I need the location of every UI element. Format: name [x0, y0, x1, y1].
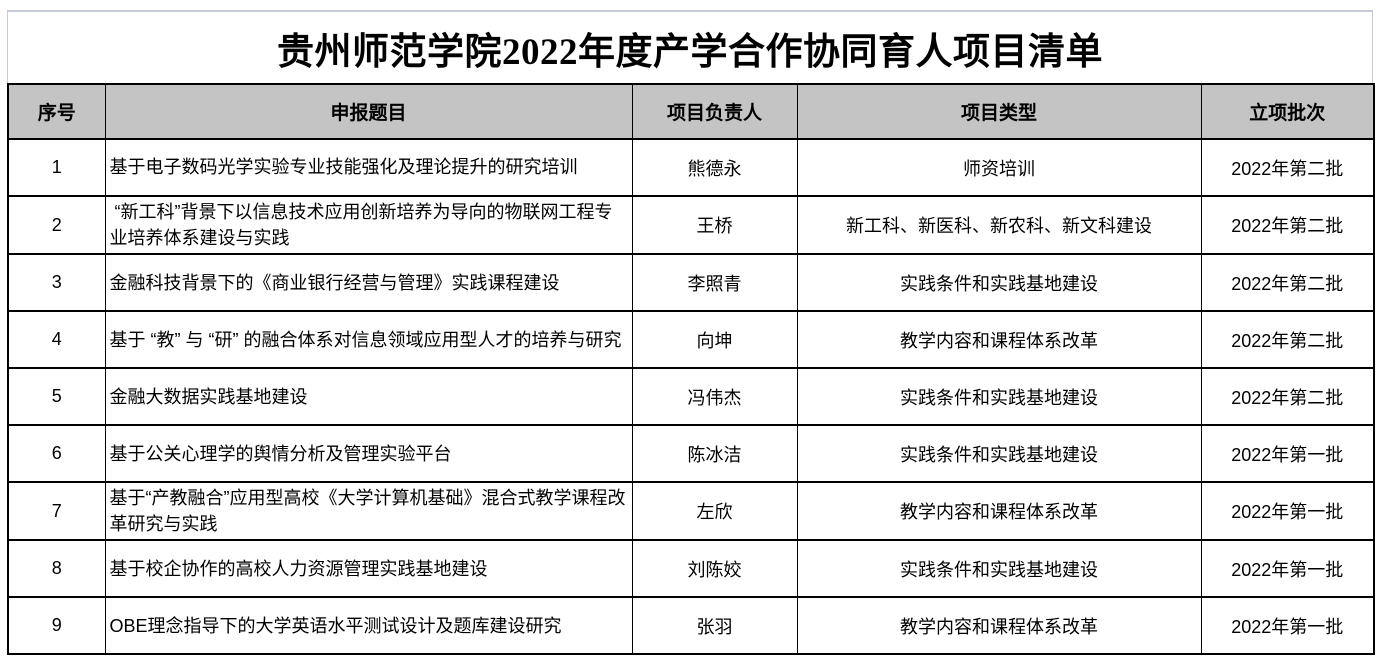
cell-application-title: OBE理念指导下的大学英语水平测试设计及题库建设研究	[104, 596, 633, 656]
header-project-leader: 项目负责人	[631, 83, 798, 140]
cell-project-leader: 熊德永	[631, 138, 798, 197]
cell-application-title: 基于电子数码光学实验专业技能强化及理论提升的研究培训	[104, 138, 633, 197]
header-row: 序号 申报题目 项目负责人 项目类型 立项批次	[7, 83, 1375, 140]
table-row: 3 金融科技背景下的《商业银行经营与管理》实践课程建设 李照青 实践条件和实践基…	[7, 253, 1375, 313]
header-application-title: 申报题目	[104, 83, 633, 140]
cell-application-title: 基于公关心理学的舆情分析及管理实验平台	[104, 424, 633, 484]
cell-serial-number: 3	[7, 253, 106, 313]
table-header: 序号 申报题目 项目负责人 项目类型 立项批次	[7, 83, 1375, 140]
cell-approval-batch: 2022年第一批	[1200, 481, 1375, 542]
cell-approval-batch: 2022年第二批	[1200, 138, 1375, 197]
cell-project-type: 实践条件和实践基地建设	[796, 367, 1202, 427]
cell-project-leader: 冯伟杰	[631, 367, 798, 427]
table-row: 9 OBE理念指导下的大学英语水平测试设计及题库建设研究 张羽 教学内容和课程体…	[7, 596, 1375, 656]
page-title: 贵州师范学院2022年度产学合作协同育人项目清单	[277, 31, 1103, 73]
cell-project-type: 教学内容和课程体系改革	[796, 310, 1202, 370]
cell-project-leader: 陈冰洁	[631, 424, 798, 484]
cell-application-title: “新工科”背景下以信息技术应用创新培养为导向的物联网工程专业培养体系建设与实践	[104, 194, 633, 256]
cell-approval-batch: 2022年第二批	[1200, 194, 1375, 256]
cell-project-type: 实践条件和实践基地建设	[796, 424, 1202, 484]
cell-approval-batch: 2022年第二批	[1200, 253, 1375, 313]
cell-project-leader: 李照青	[631, 253, 798, 313]
table-row: 5 金融大数据实践基地建设 冯伟杰 实践条件和实践基地建设 2022年第二批	[7, 367, 1375, 427]
cell-approval-batch: 2022年第一批	[1200, 539, 1375, 599]
cell-serial-number: 1	[7, 138, 106, 197]
cell-project-leader: 左欣	[631, 481, 798, 542]
table-row: 7 基于“产教融合”应用型高校《大学计算机基础》混合式教学课程改革研究与实践 左…	[7, 481, 1375, 542]
cell-project-type: 师资培训	[796, 138, 1202, 197]
cell-serial-number: 5	[7, 367, 106, 427]
table-row: 2 “新工科”背景下以信息技术应用创新培养为导向的物联网工程专业培养体系建设与实…	[7, 194, 1375, 256]
cell-project-type: 教学内容和课程体系改革	[796, 481, 1202, 542]
header-serial-number: 序号	[7, 83, 106, 140]
cell-project-type: 新工科、新医科、新农科、新文科建设	[796, 194, 1202, 256]
cell-project-type: 教学内容和课程体系改革	[796, 596, 1202, 656]
cell-project-leader: 向坤	[631, 310, 798, 370]
cell-project-type: 实践条件和实践基地建设	[796, 253, 1202, 313]
cell-approval-batch: 2022年第一批	[1200, 596, 1375, 656]
cell-serial-number: 6	[7, 424, 106, 484]
cell-approval-batch: 2022年第二批	[1200, 367, 1375, 427]
cell-application-title: 金融科技背景下的《商业银行经营与管理》实践课程建设	[104, 253, 633, 313]
cell-serial-number: 4	[7, 310, 106, 370]
cell-serial-number: 9	[7, 596, 106, 656]
cell-serial-number: 7	[7, 481, 106, 542]
cell-application-title: 基于“产教融合”应用型高校《大学计算机基础》混合式教学课程改革研究与实践	[104, 481, 633, 542]
header-approval-batch: 立项批次	[1200, 83, 1375, 140]
cell-approval-batch: 2022年第二批	[1200, 310, 1375, 370]
cell-project-leader: 刘陈姣	[631, 539, 798, 599]
cell-project-leader: 王桥	[631, 194, 798, 256]
table-row: 8 基于校企协作的高校人力资源管理实践基地建设 刘陈姣 实践条件和实践基地建设 …	[7, 539, 1375, 599]
cell-serial-number: 2	[7, 194, 106, 256]
table-row: 4 基于 “教” 与 “研” 的融合体系对信息领域应用型人才的培养与研究 向坤 …	[7, 310, 1375, 370]
cell-project-type: 实践条件和实践基地建设	[796, 539, 1202, 599]
cell-application-title: 基于校企协作的高校人力资源管理实践基地建设	[104, 539, 633, 599]
table-body: 1 基于电子数码光学实验专业技能强化及理论提升的研究培训 熊德永 师资培训 20…	[7, 138, 1375, 656]
table-row: 6 基于公关心理学的舆情分析及管理实验平台 陈冰洁 实践条件和实践基地建设 20…	[7, 424, 1375, 484]
document-title-block: 贵州师范学院2022年度产学合作协同育人项目清单	[7, 10, 1373, 83]
project-list-table: 序号 申报题目 项目负责人 项目类型 立项批次 1 基于电子数码光学实验专业技能…	[7, 83, 1375, 656]
cell-application-title: 基于 “教” 与 “研” 的融合体系对信息领域应用型人才的培养与研究	[104, 310, 633, 370]
cell-serial-number: 8	[7, 539, 106, 599]
cell-application-title: 金融大数据实践基地建设	[104, 367, 633, 427]
cell-project-leader: 张羽	[631, 596, 798, 656]
cell-approval-batch: 2022年第一批	[1200, 424, 1375, 484]
table-row: 1 基于电子数码光学实验专业技能强化及理论提升的研究培训 熊德永 师资培训 20…	[7, 138, 1375, 197]
header-project-type: 项目类型	[796, 83, 1202, 140]
